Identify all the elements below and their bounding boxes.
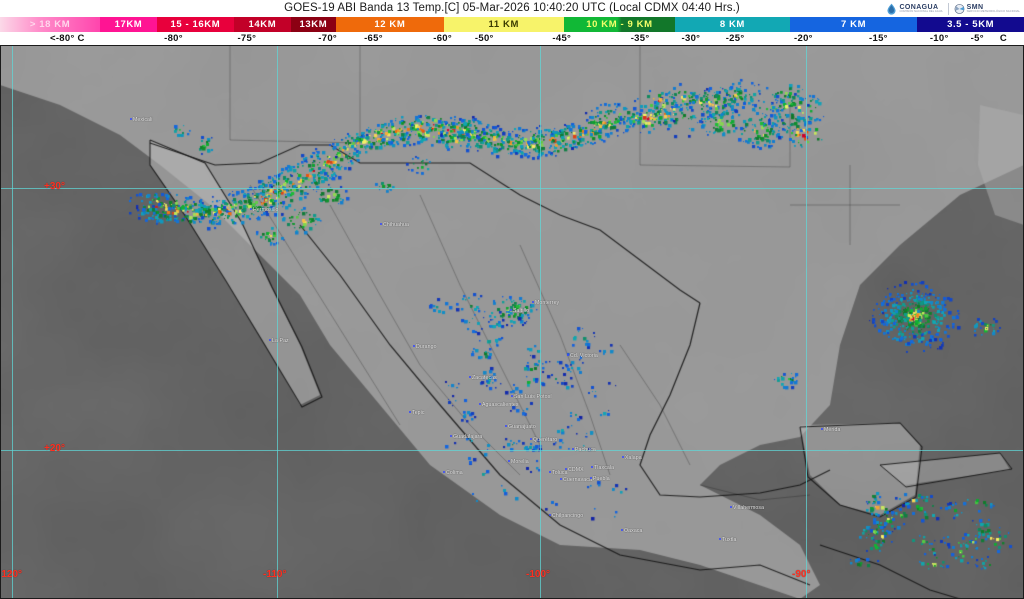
radar-icon <box>954 3 965 14</box>
legend-cell-6: 11 KM <box>443 17 564 32</box>
city-label-chilpancingo: Chilpancingo <box>548 513 584 519</box>
legend-cell-8: 8 KM <box>675 17 790 32</box>
city-label-colima: Colima <box>442 470 463 476</box>
legend-cell-label: 12 KM <box>374 19 406 30</box>
legend-cell-label: 8 KM <box>719 19 745 30</box>
city-label-tlaxcala: Tlaxcala <box>590 465 615 471</box>
legend-cell-5: 12 KM <box>336 17 444 32</box>
temperature-tick-9: -30° <box>681 33 701 44</box>
legend-cell-10: 3.5 - 5KM <box>917 17 1024 32</box>
city-label-morelia: Morelia <box>507 459 529 465</box>
city-label-la-paz: La Paz <box>268 338 289 344</box>
temperature-tick-8: -35° <box>630 33 650 44</box>
temperature-tick-13: -10° <box>929 33 949 44</box>
legend-cell-label: 11 KM <box>488 19 519 30</box>
city-label-guadalajara: Guadalajara <box>449 434 483 440</box>
smn-logo-name: SMN <box>966 3 984 11</box>
city-label-san-luis-potos-: San Luis Potosí <box>510 394 552 400</box>
city-label-pachuca: Pachuca <box>571 447 596 453</box>
smn-logo-sub: SERVICIO METEOROLÓGICO NACIONAL <box>966 9 1020 13</box>
longitude-gridline-3 <box>806 45 807 599</box>
temperature-tick-1: -80° <box>164 33 183 44</box>
header-bar: GOES-19 ABI Banda 13 Temp.[C] 05-Mar-202… <box>0 0 1024 17</box>
infrared-satellite-imagery <box>0 45 1024 599</box>
city-label-quer-taro: Querétaro <box>529 437 558 443</box>
legend-cell-0: > 18 KM <box>0 17 101 32</box>
longitude-label-1: -110° <box>263 569 287 580</box>
longitude-label-0: -120° <box>0 569 23 580</box>
conagua-logo[interactable]: CONAGUA COMISIÓN NACIONAL DEL AGUA <box>886 3 943 15</box>
city-label-monterrey: Monterrey <box>531 300 560 306</box>
temperature-tick-11: -20° <box>794 33 813 44</box>
temperature-tick-10: -25° <box>725 33 745 44</box>
city-label-guanajuato: Guanajuato <box>504 424 536 430</box>
legend-cell-label: 7 KM <box>841 19 867 30</box>
city-label-aguascalientes: Aguascalientes <box>478 402 519 408</box>
city-label-chihuahua: Chihuahua <box>379 222 409 228</box>
conagua-logo-name: CONAGUA <box>899 3 939 11</box>
city-label-cuernavaca: Cuernavaca <box>559 477 592 483</box>
longitude-gridline-0 <box>12 45 13 599</box>
legend-cell-label: > 18 KM <box>29 19 71 30</box>
legend-cell-3: 14KM <box>234 17 291 32</box>
city-label-tepic: Tepic <box>408 410 425 416</box>
city-label-hermosillo: Hermosillo <box>249 207 279 213</box>
logo-divider <box>947 2 949 15</box>
legend-cell-label: 17KM <box>114 19 143 30</box>
latitude-gridline-1 <box>0 450 1024 451</box>
city-label-m-rida: Mérida <box>820 427 841 433</box>
temperature-tick-7: -45° <box>552 33 572 44</box>
city-label-cdmx: CDMX <box>564 467 584 473</box>
city-label-xalapa: Xalapa <box>621 455 642 461</box>
longitude-label-2: -100° <box>526 569 551 580</box>
longitude-gridline-2 <box>540 45 541 599</box>
legend-cell-label: 14KM <box>248 19 277 30</box>
city-label-zacatecas: Zacatecas <box>468 375 497 381</box>
city-label-puebla: Puebla <box>589 476 610 482</box>
latitude-label-0: +30° <box>44 181 65 192</box>
city-label-cd-victoria: Cd. Victoria <box>566 353 598 359</box>
legend-cell-1: 17KM <box>100 17 157 32</box>
agency-logos: CONAGUA COMISIÓN NACIONAL DEL AGUA SMN S… <box>886 1 1020 16</box>
city-label-durango: Durango <box>412 344 437 350</box>
latitude-label-1: +20° <box>44 443 65 454</box>
legend-cell-label: 3.5 - 5KM <box>947 19 995 30</box>
city-label-tuxtla: Tuxtla <box>718 537 737 543</box>
legend-cell-label: 13KM <box>299 19 328 30</box>
smn-logo[interactable]: SMN SERVICIO METEOROLÓGICO NACIONAL <box>954 3 1020 15</box>
water-drop-icon <box>887 3 896 15</box>
longitude-gridline-1 <box>277 45 278 599</box>
city-label-villahermosa: Villahermosa <box>729 505 765 511</box>
cloud-height-legend-bar: > 18 KM 17KM 15 - 16KM 14KM 13KM 12 KM 11 KM 10… <box>0 17 1024 32</box>
temperature-tick-3: -70° <box>318 33 338 44</box>
longitude-label-3: -90° <box>792 569 811 580</box>
legend-cell-7: 10 KM - 9 KM <box>563 17 676 32</box>
temperature-tick-12: -15° <box>869 33 888 44</box>
city-label-oaxaca: Oaxaca <box>620 528 643 534</box>
temperature-tick-14: -5° <box>970 33 984 44</box>
temperature-tick-6: -50° <box>474 33 494 44</box>
city-label-saltillo: Saltillo <box>509 308 530 314</box>
city-label-toluca: Toluca <box>548 470 568 476</box>
temperature-tick-2: -75° <box>237 33 257 44</box>
temperature-tick-5: -60° <box>433 33 452 44</box>
legend-cell-label: 15 - 16KM <box>170 19 221 30</box>
legend-cell-label: 10 KM - 9 KM <box>586 19 653 30</box>
conagua-logo-sub: COMISIÓN NACIONAL DEL AGUA <box>899 9 943 13</box>
city-label-mexicali: Mexicali <box>129 117 153 123</box>
temperature-tick-4: -65° <box>364 33 383 44</box>
temperature-tick-row: <-80° C -80° -75° -70° -65° -60° -50° -45° -35° -… <box>0 32 1024 45</box>
legend-cell-2: 15 - 16KM <box>156 17 235 32</box>
latitude-gridline-0 <box>0 188 1024 189</box>
temperature-tick-0: <-80° C <box>49 33 85 44</box>
legend-cell-4: 13KM <box>290 17 337 32</box>
page-title: GOES-19 ABI Banda 13 Temp.[C] 05-Mar-202… <box>284 2 740 14</box>
legend-cell-9: 7 KM <box>789 17 918 32</box>
satellite-map[interactable]: +30° +20° -120° -110° -100° -90° Mexicali Hermo… <box>0 45 1024 599</box>
temperature-tick-15: C <box>999 33 1007 44</box>
